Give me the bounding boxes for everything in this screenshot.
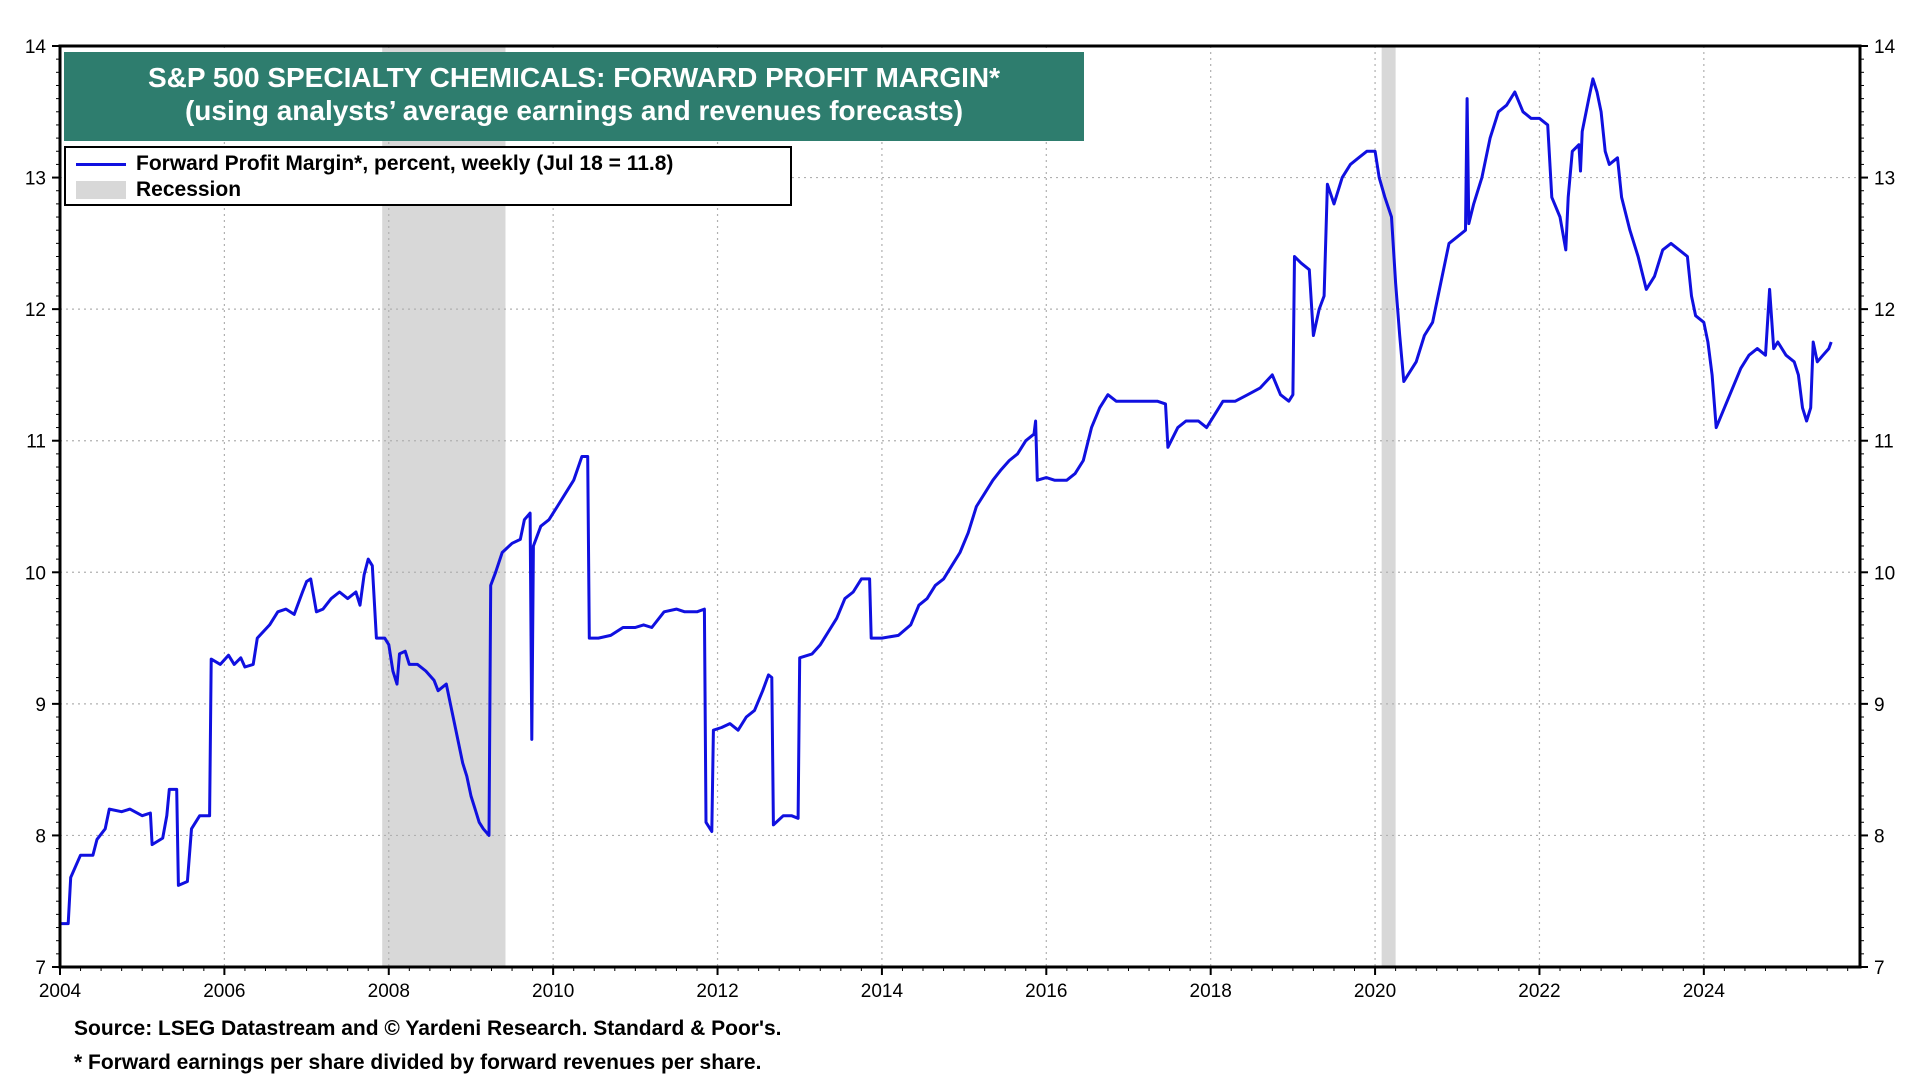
- y-tick-label-left: 7: [35, 958, 46, 979]
- y-tick-label-left: 9: [35, 695, 46, 716]
- chart-subtitle: (using analysts’ average earnings and re…: [184, 95, 964, 126]
- x-tick-label: 2024: [1683, 981, 1726, 1002]
- x-tick-label: 2004: [39, 981, 82, 1002]
- x-tick-label: 2018: [1190, 981, 1232, 1002]
- footnote: * Forward earnings per share divided by …: [74, 1051, 762, 1074]
- chart-title: S&P 500 SPECIALTY CHEMICALS: FORWARD PRO…: [147, 62, 1001, 93]
- legend-line-swatch: [76, 162, 126, 166]
- y-tick-label-left: 13: [25, 169, 46, 190]
- x-tick-label: 2008: [368, 981, 410, 1002]
- y-tick-label-right: 12: [1874, 300, 1895, 321]
- legend-rect-swatch: [76, 181, 126, 199]
- chart-title-box: S&P 500 SPECIALTY CHEMICALS: FORWARD PRO…: [64, 52, 1084, 141]
- source-note: Source: LSEG Datastream and © Yardeni Re…: [74, 1017, 782, 1040]
- x-tick-label: 2010: [532, 981, 574, 1002]
- x-tick-label: 2016: [1025, 981, 1067, 1002]
- series-line-forward-profit-margin: [60, 77, 1833, 926]
- legend: Forward Profit Margin*, percent, weekly …: [64, 146, 792, 206]
- y-tick-label-right: 14: [1874, 37, 1896, 58]
- y-tick-label-right: 7: [1874, 958, 1885, 979]
- x-tick-label: 2006: [203, 981, 245, 1002]
- y-tick-label-left: 12: [25, 300, 46, 321]
- y-tick-label-left: 11: [26, 432, 46, 453]
- y-tick-label-left: 10: [25, 563, 46, 584]
- y-tick-label-left: 14: [25, 37, 47, 58]
- y-tick-label-left: 8: [35, 826, 46, 847]
- legend-item-recession: Recession: [76, 177, 241, 203]
- recession-band-1: [1381, 46, 1396, 967]
- series-layer: [60, 77, 1833, 926]
- x-tick-label: 2022: [1518, 981, 1560, 1002]
- y-tick-label-right: 11: [1874, 432, 1894, 453]
- y-tick-label-right: 13: [1874, 169, 1895, 190]
- x-tick-label: 2012: [696, 981, 738, 1002]
- x-tick-label: 2014: [861, 981, 904, 1002]
- legend-item-margin: Forward Profit Margin*, percent, weekly …: [76, 151, 673, 177]
- y-tick-label-right: 9: [1874, 695, 1885, 716]
- legend-label-recession: Recession: [136, 178, 242, 201]
- y-tick-label-right: 8: [1874, 826, 1885, 847]
- axes: 7 7 8 8 9 9 10 10 11 11 12 12 13 13 14 14 2004 2006 2008 20…: [25, 37, 1896, 1002]
- x-tick-label: 2020: [1354, 981, 1396, 1002]
- legend-label-margin: Forward Profit Margin*, percent, weekly …: [136, 152, 674, 175]
- y-tick-label-right: 10: [1874, 563, 1895, 584]
